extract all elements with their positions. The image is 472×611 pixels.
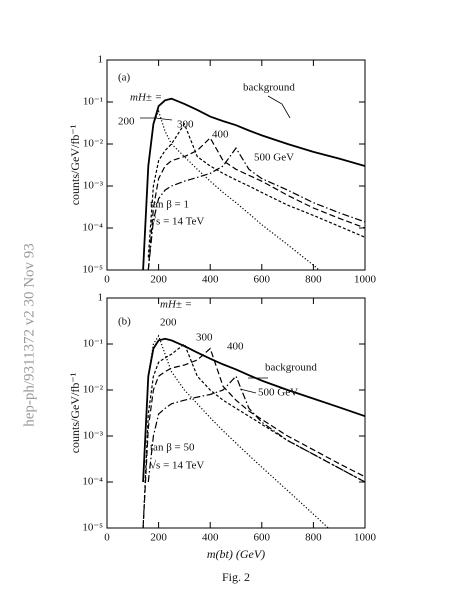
series-label: 500 GeV <box>258 387 298 399</box>
series-line <box>142 337 365 483</box>
annotation: (a) <box>118 72 131 84</box>
pointer <box>140 117 173 121</box>
annotation: (b) <box>118 316 131 328</box>
series-line <box>142 343 365 528</box>
x-tick-label: 400 <box>202 532 219 544</box>
series-line <box>142 334 330 528</box>
x-tick-label: 1000 <box>354 532 377 544</box>
annotation: mH± = <box>160 299 192 311</box>
pointer <box>239 388 257 394</box>
x-tick-label: 1000 <box>354 274 377 286</box>
y-tick-label: 10⁻⁵ <box>82 264 103 276</box>
plot-area <box>142 334 365 528</box>
series-label: 300 <box>196 332 213 344</box>
x-tick-label: 800 <box>305 274 322 286</box>
x-axis-label: m(bt) (GeV) <box>207 547 265 561</box>
x-tick-label: 0 <box>104 532 110 544</box>
y-tick-label: 10⁻³ <box>83 180 104 192</box>
series-label: background <box>243 82 295 94</box>
series-label: 500 GeV <box>254 152 294 164</box>
x-tick-label: 800 <box>305 532 322 544</box>
plot-frame <box>106 297 366 529</box>
pointer <box>267 95 291 119</box>
y-tick-label: 10⁻⁴ <box>82 222 103 234</box>
y-tick-label: 1 <box>98 54 104 66</box>
x-tick-label: 0 <box>104 274 110 286</box>
series-label: 400 <box>227 341 244 353</box>
x-tick-label: 400 <box>202 274 219 286</box>
series-line <box>147 122 365 258</box>
x-tick-label: 200 <box>150 532 167 544</box>
y-axis-label: counts/GeV/fb⁻¹ <box>68 372 82 453</box>
series-line <box>142 97 365 270</box>
annotation: tan β = 1 <box>150 199 189 211</box>
y-axis-label: counts/GeV/fb⁻¹ <box>68 124 82 205</box>
annotation: √s = 14 TeV <box>150 460 204 472</box>
caption: Fig. 2 <box>222 570 250 584</box>
x-tick-label: 600 <box>254 274 271 286</box>
y-tick-label: 10⁻¹ <box>83 338 103 350</box>
plot-area <box>142 97 365 270</box>
series-line <box>147 375 365 483</box>
arxiv-stamp: hep-ph/9311372 v2 30 Nov 93 <box>21 243 37 427</box>
x-tick-label: 200 <box>150 274 167 286</box>
annotation: √s = 14 TeV <box>150 216 204 228</box>
y-tick-label: 10⁻² <box>83 138 104 150</box>
x-tick-label: 600 <box>254 532 271 544</box>
series-label: 200 <box>160 317 177 329</box>
y-tick-label: 10⁻³ <box>83 430 104 442</box>
y-tick-label: 10⁻¹ <box>83 96 103 108</box>
annotation: mH± = <box>130 92 162 104</box>
annotation: tan β = 50 <box>150 442 195 454</box>
y-tick-label: 10⁻⁵ <box>82 522 103 534</box>
series-label: background <box>265 362 317 374</box>
series-label: 400 <box>212 129 229 141</box>
y-tick-label: 1 <box>98 292 104 304</box>
series-label: 200 <box>118 116 135 128</box>
y-tick-label: 10⁻⁴ <box>82 476 103 488</box>
series-label: 300 <box>177 119 194 131</box>
y-tick-label: 10⁻² <box>83 384 104 396</box>
series-line <box>147 136 365 270</box>
series-line <box>142 347 365 528</box>
plot-frame <box>106 59 366 271</box>
series-line <box>147 147 365 270</box>
